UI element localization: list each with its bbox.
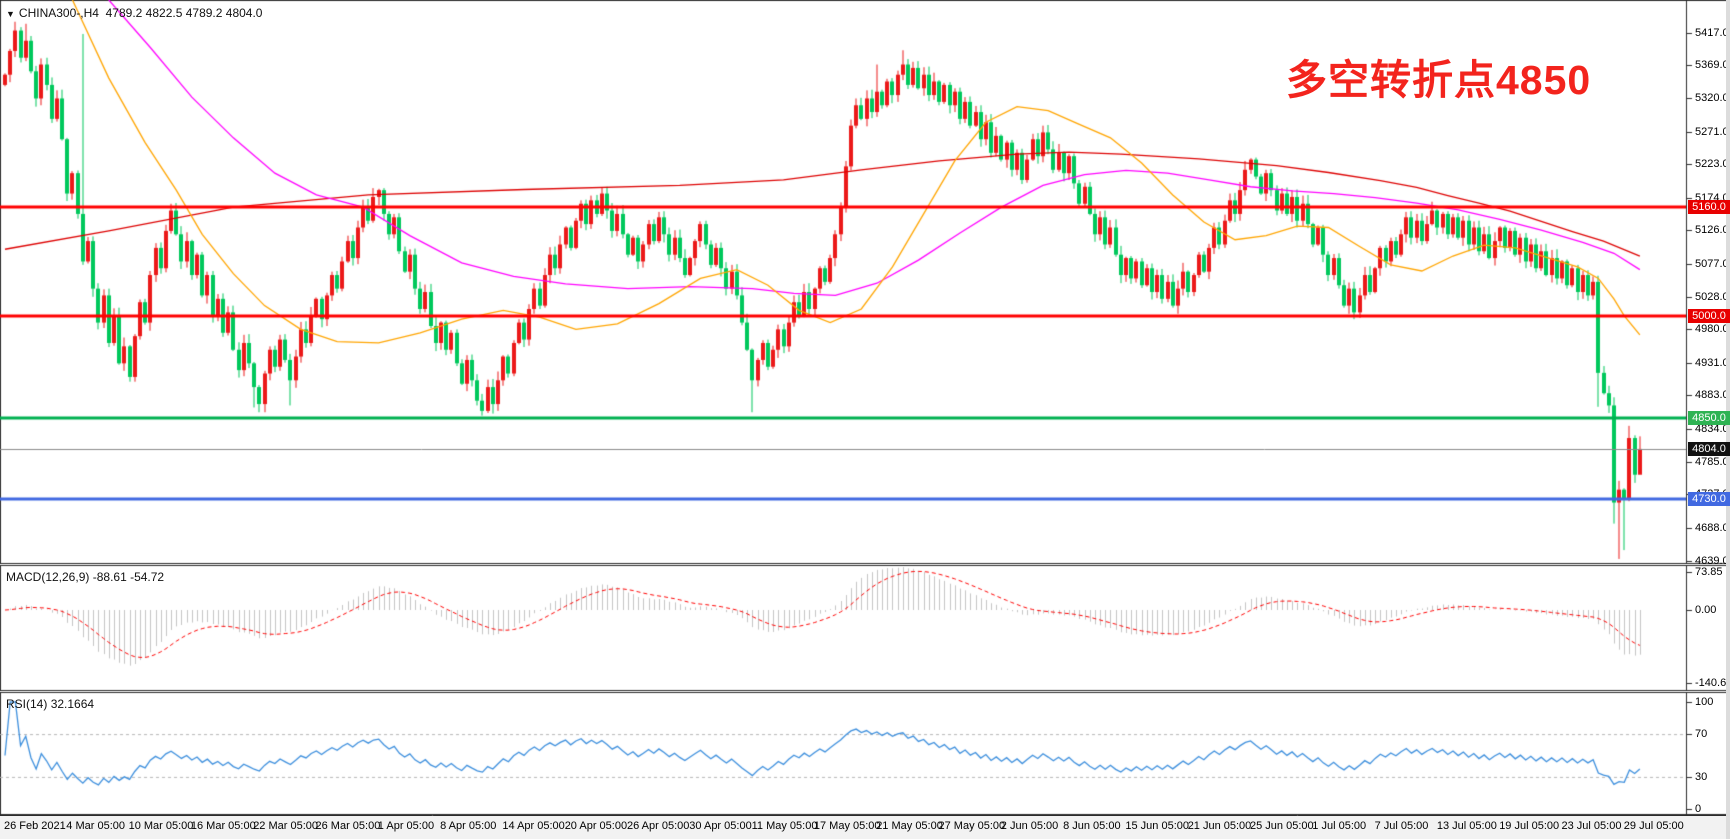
price-badge-5000.0: 5000.0 bbox=[1688, 308, 1730, 323]
time-tick-label: 21 May 05:00 bbox=[876, 820, 943, 832]
ohlc-close: 4804.0 bbox=[225, 6, 263, 20]
price-tick-label: 5369.0 bbox=[1695, 59, 1729, 72]
time-tick-label: 1 Apr 05:00 bbox=[377, 820, 435, 832]
time-tick-label: 1 Jul 05:00 bbox=[1312, 820, 1367, 832]
symbol-period-label: CHINA300-,H4 bbox=[18, 6, 99, 20]
price-badge-4850.0: 4850.0 bbox=[1688, 410, 1730, 425]
rsi-indicator-label: RSI(14) 32.1664 bbox=[6, 697, 94, 711]
time-tick-label: 26 Feb 2021 bbox=[4, 820, 66, 832]
price-tick-label: 4883.0 bbox=[1695, 389, 1729, 402]
time-tick-label: 7 Jul 05:00 bbox=[1374, 820, 1429, 832]
macd-tick-label: 0.00 bbox=[1695, 604, 1717, 616]
price-tick-label: 5417.0 bbox=[1695, 26, 1729, 39]
time-tick-label: 27 May 05:00 bbox=[938, 820, 1006, 832]
time-tick-label: 23 Jul 05:00 bbox=[1561, 820, 1622, 832]
time-tick-label: 2 Jun 05:00 bbox=[1000, 820, 1059, 832]
time-tick-label: 30 Apr 05:00 bbox=[689, 820, 752, 832]
rsi-label: RSI(14) bbox=[6, 697, 48, 711]
rsi-value: 32.1664 bbox=[50, 697, 95, 711]
time-tick-label: 21 Jun 05:00 bbox=[1187, 820, 1252, 832]
time-tick-label: 26 Apr 05:00 bbox=[627, 820, 690, 832]
rsi-tick-label: 70 bbox=[1695, 728, 1708, 741]
price-tick-label: 4785.0 bbox=[1695, 455, 1729, 468]
price-tick-label: 5028.0 bbox=[1695, 290, 1729, 303]
time-tick-label: 15 Jun 05:00 bbox=[1125, 820, 1190, 832]
rsi-tick-label: 100 bbox=[1695, 696, 1714, 708]
time-tick-label: 14 Apr 05:00 bbox=[502, 820, 565, 832]
time-tick-label: 20 Apr 05:00 bbox=[564, 820, 628, 832]
time-tick-label: 26 Mar 05:00 bbox=[315, 820, 381, 832]
price-tick-label: 4980.0 bbox=[1695, 323, 1729, 336]
macd-values: -88.61 -54.72 bbox=[92, 570, 165, 584]
price-tick-label: 4834.0 bbox=[1695, 422, 1729, 435]
symbol-title-row: ▼ CHINA300-,H4 4789.2 4822.5 4789.2 4804.… bbox=[6, 6, 262, 20]
annotation-text[interactable]: 多空转折点4850 bbox=[1286, 57, 1592, 103]
macd-indicator-label: MACD(12,26,9) -88.61 -54.72 bbox=[6, 570, 164, 584]
time-tick-label: 17 May 05:00 bbox=[813, 820, 881, 832]
price-tick-label: 5077.0 bbox=[1695, 257, 1729, 270]
macd-tick-label: -140.67 bbox=[1695, 677, 1730, 689]
price-tick-label: 5320.0 bbox=[1695, 92, 1729, 105]
price-tick-label: 5126.0 bbox=[1695, 224, 1729, 237]
price-badge-5160.0: 5160.0 bbox=[1688, 200, 1730, 215]
time-tick-label: 19 Jul 05:00 bbox=[1499, 820, 1560, 832]
macd-label: MACD(12,26,9) bbox=[6, 570, 90, 584]
price-badge-4730.0: 4730.0 bbox=[1688, 492, 1730, 507]
price-tick-label: 4639.0 bbox=[1695, 554, 1729, 567]
price-scale[interactable] bbox=[1687, 0, 1730, 815]
time-tick-label: 8 Apr 05:00 bbox=[440, 820, 497, 832]
time-tick-label: 11 May 05:00 bbox=[751, 820, 818, 832]
time-tick-label: 16 Mar 05:00 bbox=[190, 820, 256, 832]
price-tick-label: 5271.0 bbox=[1695, 125, 1729, 138]
price-badge-4804.0: 4804.0 bbox=[1688, 441, 1730, 456]
time-tick-label: 4 Mar 05:00 bbox=[66, 820, 125, 832]
time-tick-label: 8 Jun 05:00 bbox=[1063, 820, 1121, 832]
time-tick-label: 29 Jul 05:00 bbox=[1623, 820, 1684, 832]
symbol-dropdown-icon[interactable]: ▼ bbox=[6, 9, 15, 19]
rsi-tick-label: 0 bbox=[1695, 803, 1702, 815]
price-tick-label: 4931.0 bbox=[1695, 356, 1729, 369]
macd-tick-label: 73.85 bbox=[1695, 565, 1723, 578]
ohlc-high: 4822.5 bbox=[145, 6, 183, 20]
rsi-tick-label: 30 bbox=[1695, 770, 1708, 783]
time-tick-label: 25 Jun 05:00 bbox=[1250, 820, 1314, 832]
ohlc-low: 4789.2 bbox=[185, 6, 223, 20]
price-tick-label: 4688.0 bbox=[1695, 521, 1729, 534]
time-scale[interactable] bbox=[0, 816, 1730, 839]
price-tick-label: 5223.0 bbox=[1695, 158, 1729, 171]
ohlc-open: 4789.2 bbox=[105, 6, 143, 20]
time-tick-label: 13 Jul 05:00 bbox=[1436, 820, 1497, 832]
time-tick-label: 10 Mar 05:00 bbox=[128, 820, 194, 832]
time-tick-label: 22 Mar 05:00 bbox=[253, 820, 319, 832]
